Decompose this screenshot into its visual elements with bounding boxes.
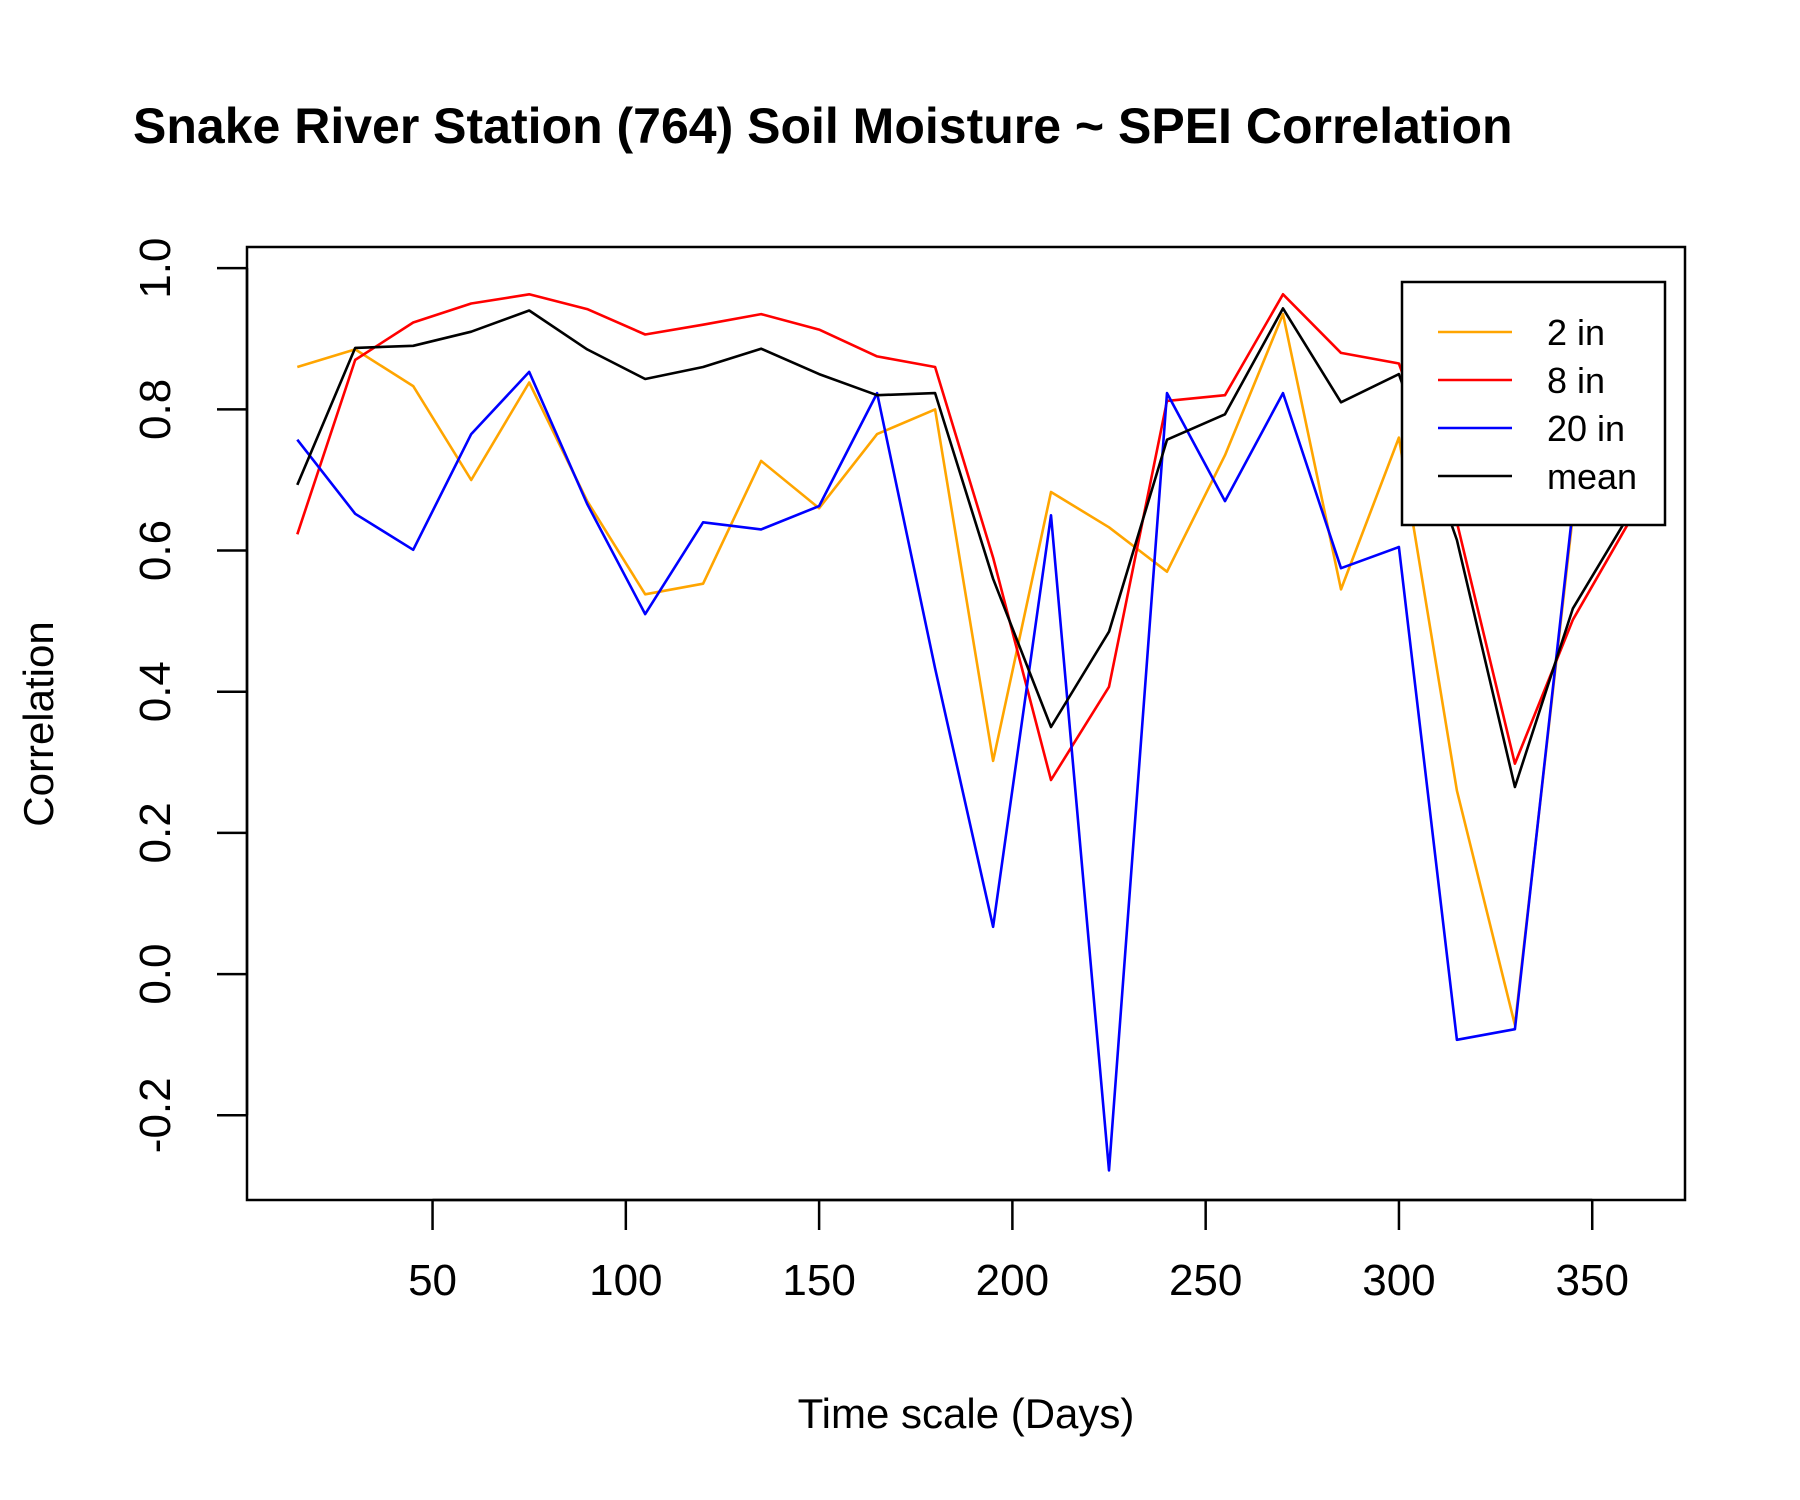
x-tick-label: 250 xyxy=(1169,1256,1242,1305)
x-tick-label: 300 xyxy=(1362,1256,1435,1305)
legend-label-8-in: 8 in xyxy=(1547,360,1605,401)
x-tick-label: 150 xyxy=(782,1256,855,1305)
y-axis-label: Correlation xyxy=(15,621,62,826)
y-tick-label: 0.4 xyxy=(131,661,180,722)
y-axis: -0.2 0.0 0.2 0.4 0.6 0.8 1.0 xyxy=(131,238,249,1153)
y-tick-label: 1.0 xyxy=(131,238,180,299)
y-tick-label: 0.6 xyxy=(131,520,180,581)
y-tick-label: 0.0 xyxy=(131,944,180,1005)
y-tick-label: -0.2 xyxy=(131,1077,180,1153)
series-line-20-in xyxy=(296,370,1631,1172)
x-axis: 50 100 150 200 250 300 350 xyxy=(408,1198,1629,1305)
x-tick-label: 350 xyxy=(1556,1256,1629,1305)
y-tick-label: 0.2 xyxy=(131,802,180,863)
x-axis-label: Time scale (Days) xyxy=(798,1390,1135,1437)
legend-label-mean: mean xyxy=(1547,456,1637,497)
x-tick-label: 200 xyxy=(976,1256,1049,1305)
legend-label-2-in: 2 in xyxy=(1547,312,1605,353)
y-tick-label: 0.8 xyxy=(131,379,180,440)
chart-title: Snake River Station (764) Soil Moisture … xyxy=(133,98,1513,154)
legend-box xyxy=(1400,280,1667,527)
x-tick-label: 50 xyxy=(408,1256,457,1305)
legend-label-20-in: 20 in xyxy=(1547,408,1625,449)
x-tick-label: 100 xyxy=(589,1256,662,1305)
legend: 2 in 8 in 20 in mean xyxy=(1400,280,1667,527)
